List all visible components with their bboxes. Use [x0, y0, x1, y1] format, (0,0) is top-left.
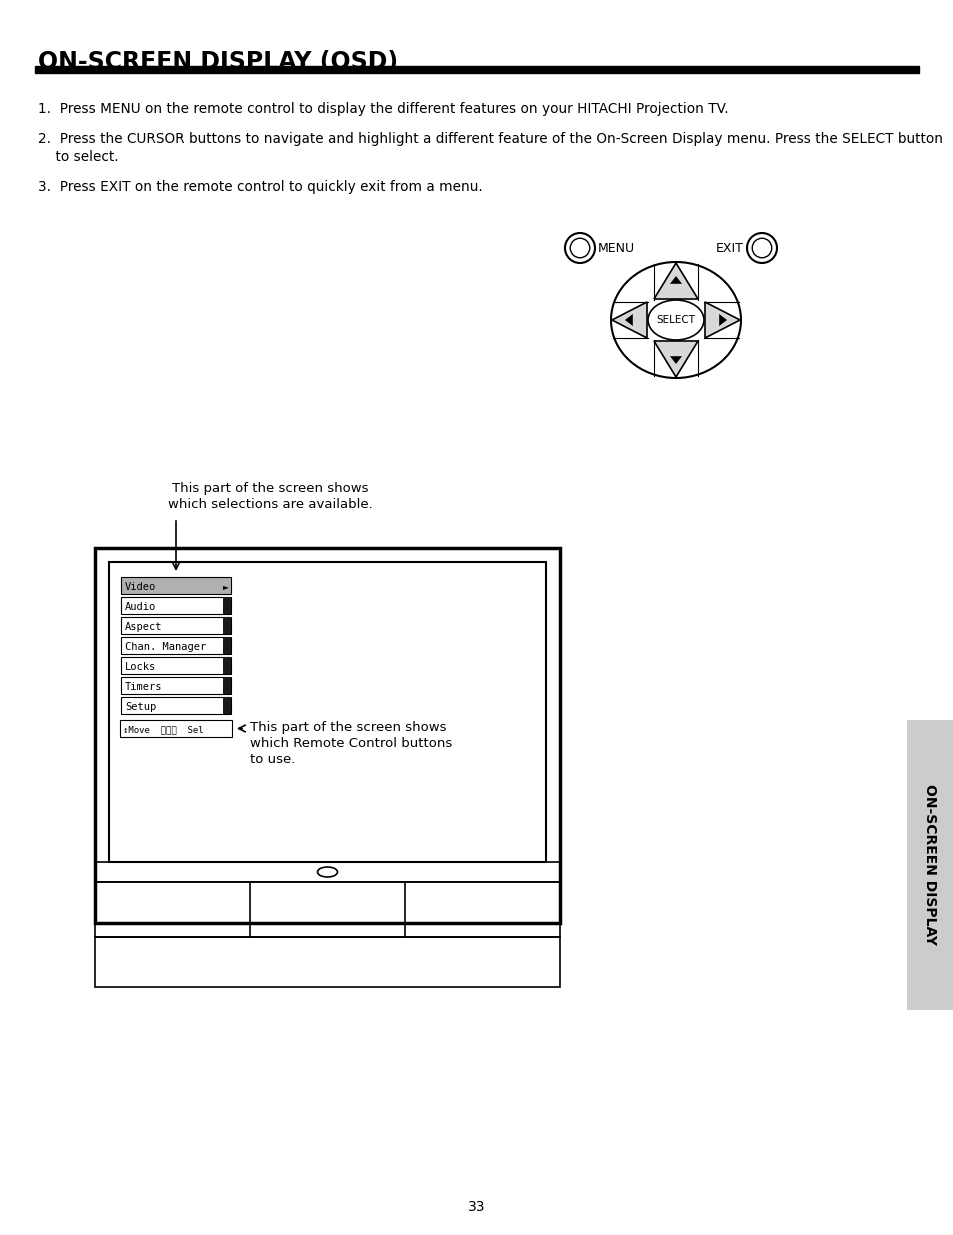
- Text: SELECT: SELECT: [656, 315, 695, 325]
- Text: Chan. Manager: Chan. Manager: [125, 641, 206, 652]
- Text: 2.  Press the CURSOR buttons to navigate and highlight a different feature of th: 2. Press the CURSOR buttons to navigate …: [38, 132, 942, 146]
- Text: ►: ►: [223, 582, 229, 592]
- Bar: [223, 637, 231, 655]
- Bar: [121, 657, 231, 674]
- Ellipse shape: [647, 300, 703, 340]
- Polygon shape: [624, 314, 632, 326]
- Bar: [121, 697, 231, 714]
- Bar: [121, 677, 231, 694]
- Text: This part of the screen shows: This part of the screen shows: [172, 482, 368, 495]
- Text: Setup: Setup: [125, 701, 156, 711]
- Text: 1.  Press MENU on the remote control to display the different features on your H: 1. Press MENU on the remote control to d…: [38, 103, 728, 116]
- Bar: [95, 548, 559, 923]
- Bar: [121, 577, 231, 594]
- Bar: [95, 862, 559, 882]
- Text: which selections are available.: which selections are available.: [168, 498, 372, 511]
- Polygon shape: [654, 341, 698, 377]
- Polygon shape: [612, 303, 646, 338]
- Text: ON-SCREEN DISPLAY (OSD): ON-SCREEN DISPLAY (OSD): [38, 49, 397, 74]
- Text: ↕Move  ⓈⒺⓁ  Sel: ↕Move ⓈⒺⓁ Sel: [123, 725, 203, 734]
- Bar: [95, 882, 559, 937]
- Bar: [35, 65, 918, 73]
- Bar: [109, 562, 545, 862]
- Text: which Remote Control buttons: which Remote Control buttons: [250, 736, 452, 750]
- Ellipse shape: [610, 262, 740, 378]
- Bar: [223, 697, 231, 714]
- Text: Locks: Locks: [125, 662, 156, 672]
- Text: MENU: MENU: [598, 242, 635, 254]
- Bar: [120, 720, 232, 737]
- Bar: [121, 597, 231, 614]
- Polygon shape: [654, 263, 698, 299]
- Bar: [121, 637, 231, 655]
- Bar: [223, 657, 231, 674]
- Bar: [95, 937, 559, 987]
- Text: to use.: to use.: [250, 752, 295, 766]
- Text: 33: 33: [468, 1200, 485, 1214]
- Text: to select.: to select.: [38, 149, 118, 164]
- Polygon shape: [719, 314, 726, 326]
- Bar: [223, 597, 231, 614]
- Polygon shape: [669, 275, 681, 284]
- Text: ON-SCREEN DISPLAY: ON-SCREEN DISPLAY: [923, 784, 937, 946]
- Polygon shape: [704, 303, 740, 338]
- Text: Timers: Timers: [125, 682, 162, 692]
- Bar: [906, 720, 953, 1010]
- Text: Video: Video: [125, 582, 156, 592]
- Text: This part of the screen shows: This part of the screen shows: [250, 720, 446, 734]
- Text: 3.  Press EXIT on the remote control to quickly exit from a menu.: 3. Press EXIT on the remote control to q…: [38, 180, 482, 194]
- Text: Audio: Audio: [125, 601, 156, 611]
- Bar: [121, 618, 231, 634]
- Text: EXIT: EXIT: [716, 242, 743, 254]
- Text: Aspect: Aspect: [125, 621, 162, 631]
- Polygon shape: [669, 356, 681, 364]
- Bar: [223, 677, 231, 694]
- Bar: [223, 618, 231, 634]
